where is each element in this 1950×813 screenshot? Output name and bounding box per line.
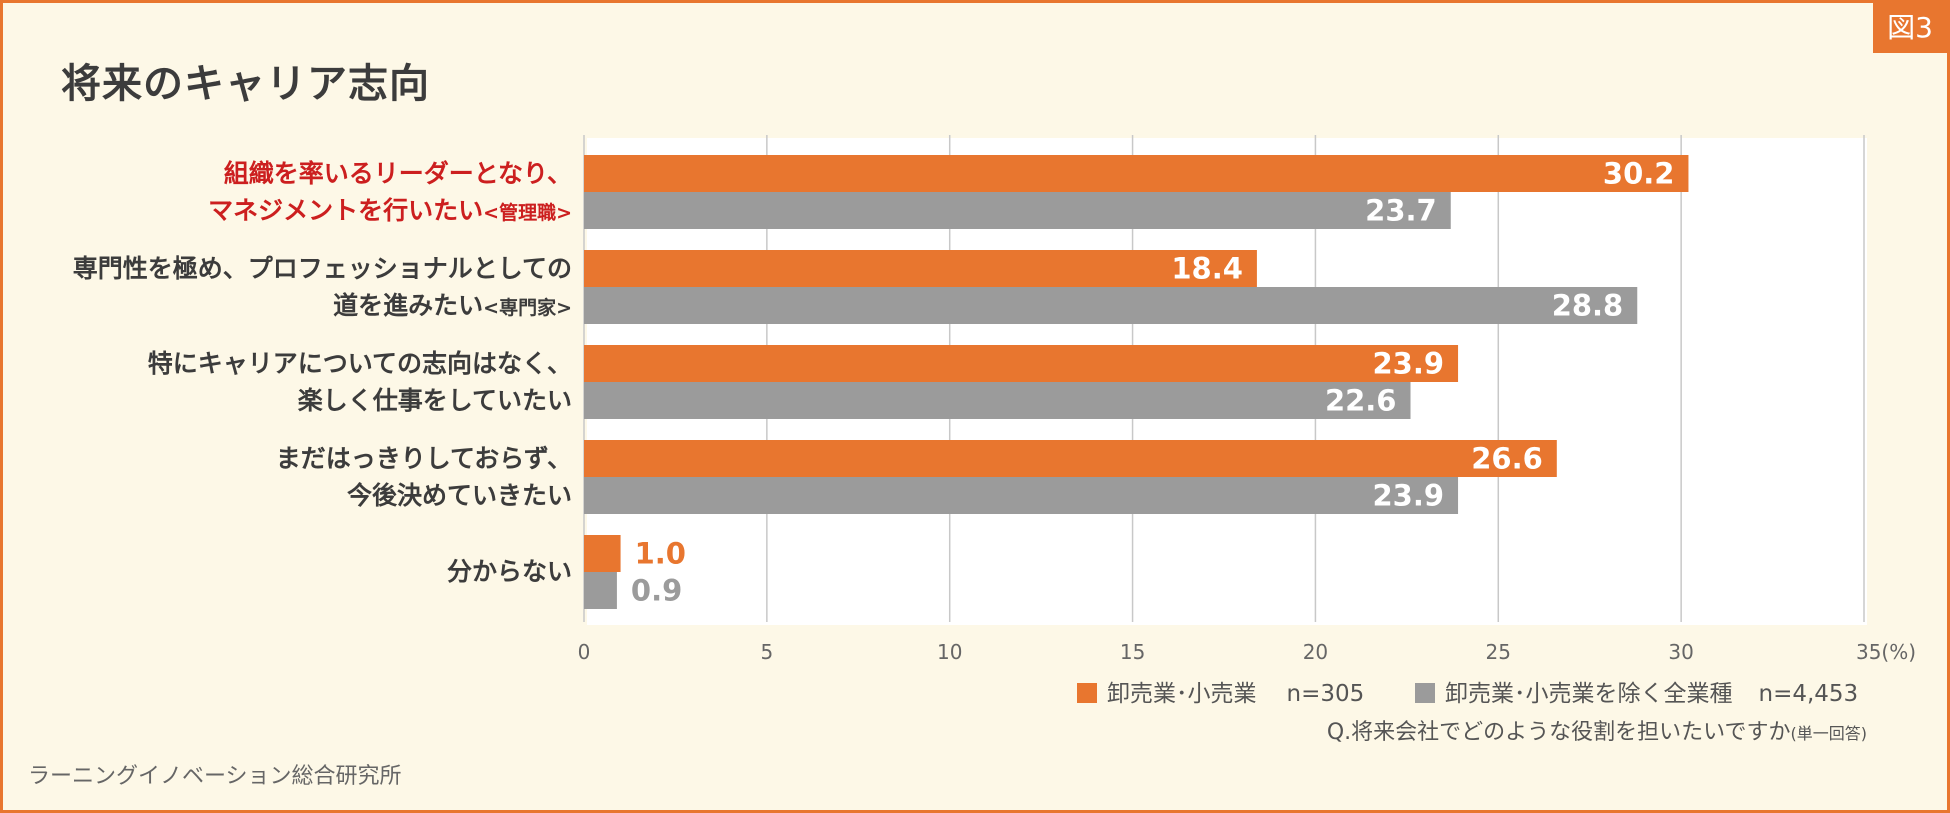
data-label: 30.2 (1603, 157, 1675, 191)
x-tick-label: 0 (578, 640, 591, 664)
question-text: Q.将来会社でどのような役割を担いたいですか (1326, 720, 1791, 745)
x-tick-label: 25 (1486, 640, 1511, 664)
x-tick-label: 10 (937, 640, 962, 664)
bar-wholesale (584, 345, 1459, 382)
category-label-line1: まだはっきりしておらず、 (275, 444, 572, 473)
x-tick-label: 5 (760, 640, 773, 664)
data-label: 0.9 (631, 574, 682, 608)
bar-wholesale (584, 250, 1257, 287)
category-label: 専門性を極め、プロフェッショナルとしての道を進みたい<専門家> (73, 250, 572, 327)
legend-swatch-orange (1077, 683, 1097, 703)
bar-all-industries (584, 477, 1459, 514)
legend-swatch-gray (1415, 683, 1435, 703)
bar-wholesale (584, 535, 621, 572)
survey-question: Q.将来会社でどのような役割を担いたいですか(単一回答) (1327, 714, 1867, 746)
legend-item-all-industries: 卸売業･小売業を除く全業種 n=4,453 (1415, 674, 1858, 708)
data-label: 23.9 (1372, 479, 1444, 513)
category-label-line2: 楽しく仕事をしていたい (148, 382, 572, 419)
x-tick-label: 35(%) (1856, 640, 1916, 664)
category-label-line1: 専門性を極め、プロフェッショナルとしての (72, 254, 572, 283)
category-label: 組織を率いるリーダーとなり、マネジメントを行いたい<管理職> (208, 155, 572, 232)
source-credit: ラーニングイノベーション総合研究所 (28, 764, 402, 789)
legend-label-wholesale: 卸売業･小売業 (1107, 681, 1257, 707)
category-label-sub: <専門家> (483, 297, 572, 319)
legend-n-wholesale: n=305 (1286, 681, 1365, 707)
bar-wholesale (584, 155, 1689, 192)
legend-label-all-industries: 卸売業･小売業を除く全業種 (1445, 681, 1733, 707)
bar-all-industries (584, 192, 1451, 229)
category-label: 特にキャリアについての志向はなく、楽しく仕事をしていたい (148, 345, 572, 419)
category-label: まだはっきりしておらず、今後決めていきたい (276, 440, 572, 514)
category-label-sub: <管理職> (483, 202, 572, 224)
category-label-line1: 特にキャリアについての志向はなく、 (147, 349, 572, 378)
question-note: (単一回答) (1790, 724, 1868, 743)
category-label-line2: マネジメントを行いたい<管理職> (208, 192, 572, 232)
category-label: 分からない (446, 557, 572, 586)
data-label: 1.0 (635, 537, 686, 571)
data-label: 23.9 (1372, 347, 1444, 381)
x-tick-label: 15 (1120, 640, 1145, 664)
legend-n-all-industries: n=4,453 (1758, 681, 1859, 707)
bar-all-industries (584, 382, 1411, 419)
category-label-line1: 組織を率いるリーダーとなり、 (223, 159, 572, 188)
figure-badge: 図3 (1873, 3, 1947, 53)
category-label-text: マネジメントを行いたい (208, 196, 484, 225)
bar-wholesale (584, 440, 1557, 477)
bar-all-industries (584, 287, 1638, 324)
category-label-line2: 道を進みたい<専門家> (73, 287, 572, 327)
data-label: 28.8 (1552, 289, 1624, 323)
x-tick-label: 20 (1303, 640, 1328, 664)
data-label: 18.4 (1171, 252, 1243, 286)
category-label-text: 今後決めていきたい (346, 481, 572, 510)
bar-all-industries (584, 572, 617, 609)
x-tick-label: 30 (1668, 640, 1693, 664)
category-label-line2: 今後決めていきたい (276, 477, 572, 514)
category-label-text: 楽しく仕事をしていたい (297, 386, 572, 415)
data-label: 23.7 (1365, 194, 1437, 228)
legend-item-wholesale: 卸売業･小売業 n=305 (1077, 674, 1364, 708)
data-label: 22.6 (1325, 384, 1397, 418)
data-label: 26.6 (1471, 442, 1543, 476)
category-label-text: 道を進みたい (333, 291, 484, 320)
chart-title: 将来のキャリア志向 (61, 61, 430, 107)
